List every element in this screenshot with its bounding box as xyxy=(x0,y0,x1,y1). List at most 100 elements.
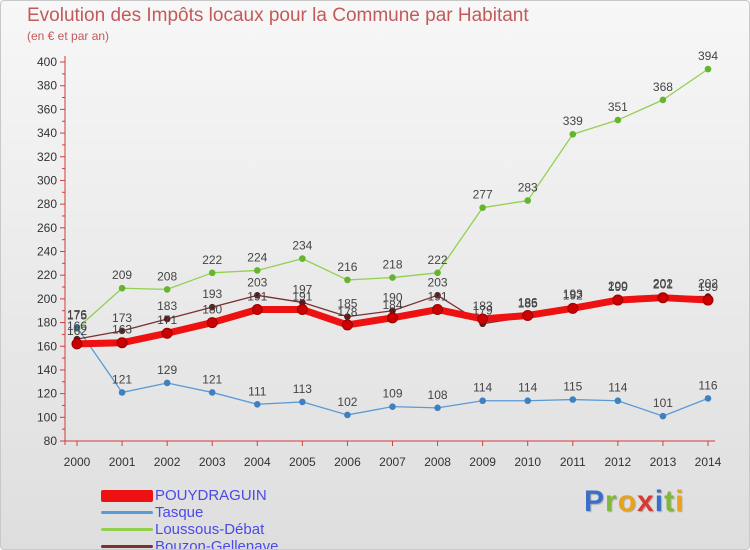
y-tick-label: 120 xyxy=(37,387,57,401)
data-point xyxy=(71,338,83,350)
data-label: 191 xyxy=(428,290,448,304)
data-point xyxy=(344,411,351,419)
data-label: 202 xyxy=(653,277,673,291)
data-point xyxy=(704,395,712,402)
data-label: 102 xyxy=(337,395,357,409)
data-label: 193 xyxy=(563,287,583,301)
data-label: 121 xyxy=(112,372,132,386)
data-point xyxy=(657,292,669,304)
data-label: 121 xyxy=(202,372,222,386)
data-point xyxy=(299,299,306,306)
data-label: 192 xyxy=(563,288,583,302)
y-tick-label: 360 xyxy=(37,102,57,116)
data-point xyxy=(299,398,306,406)
data-point xyxy=(479,397,486,405)
chart-title: Evolution des Impôts locaux pour la Comm… xyxy=(27,5,529,26)
y-tick-label: 240 xyxy=(37,245,57,259)
data-label: 234 xyxy=(292,239,312,253)
y-tick-label: 340 xyxy=(37,126,57,140)
legend-label: Bouzon-Gellenave xyxy=(155,538,279,550)
data-point xyxy=(341,319,353,331)
data-point xyxy=(612,294,624,306)
data-point xyxy=(434,269,441,277)
logo-letter: t xyxy=(664,485,676,518)
data-point xyxy=(524,197,532,204)
data-point xyxy=(659,96,667,104)
data-point xyxy=(524,397,532,405)
y-tick-label: 260 xyxy=(37,221,57,235)
data-point xyxy=(702,294,714,306)
data-label: 199 xyxy=(698,280,718,294)
data-label: 199 xyxy=(608,280,628,294)
data-label: 209 xyxy=(112,268,132,282)
data-label: 190 xyxy=(382,291,402,305)
data-label: 173 xyxy=(112,311,132,325)
series-tasque: 176 121 129 121 111 113 102 109 108 114 114 115 114 1… xyxy=(67,307,718,420)
logo-letter: o xyxy=(617,485,638,518)
data-point xyxy=(163,315,171,323)
x-tick-label: 2004 xyxy=(244,455,271,469)
legend-swatch xyxy=(101,545,153,548)
data-point xyxy=(253,400,261,408)
legend-swatch xyxy=(101,489,153,502)
data-label: 180 xyxy=(202,303,222,317)
data-point xyxy=(251,304,263,316)
data-label: 191 xyxy=(292,290,312,304)
x-tick-label: 2002 xyxy=(154,455,181,469)
data-point xyxy=(206,317,218,329)
data-point xyxy=(253,292,261,299)
data-label: 101 xyxy=(653,396,673,410)
data-point xyxy=(299,255,306,262)
data-point xyxy=(73,324,81,331)
data-point xyxy=(163,379,171,387)
data-point xyxy=(479,204,486,211)
data-label: 200 xyxy=(608,279,628,293)
y-tick-label: 140 xyxy=(37,363,57,377)
data-point xyxy=(253,267,261,274)
data-label: 277 xyxy=(473,188,493,202)
data-point xyxy=(569,396,577,403)
data-label: 224 xyxy=(247,250,267,264)
data-label: 183 xyxy=(473,299,493,313)
legend-swatch xyxy=(101,511,153,514)
x-tick-label: 2013 xyxy=(650,455,677,469)
data-label: 166 xyxy=(67,319,87,333)
legend-label: Tasque xyxy=(155,504,204,521)
logo-letter: P xyxy=(584,485,606,518)
data-point xyxy=(434,292,441,299)
data-point xyxy=(659,412,667,420)
data-label: 351 xyxy=(608,100,628,114)
data-point xyxy=(614,116,622,124)
x-tick-label: 2005 xyxy=(289,455,316,469)
data-label: 108 xyxy=(428,388,448,402)
x-tick-label: 2012 xyxy=(605,455,632,469)
y-tick-label: 180 xyxy=(37,316,57,330)
y-tick-label: 200 xyxy=(37,292,57,306)
data-label: 129 xyxy=(157,363,177,377)
proxiti-logo: Proxiti xyxy=(584,485,684,519)
data-label: 116 xyxy=(698,378,717,392)
data-point xyxy=(296,304,308,316)
data-point xyxy=(163,286,171,293)
data-label: 175 xyxy=(67,308,87,322)
data-label: 197 xyxy=(292,282,312,296)
y-tick-label: 160 xyxy=(37,339,57,353)
data-label: 113 xyxy=(293,382,312,396)
logo-letter: i xyxy=(654,485,665,518)
data-point xyxy=(387,312,398,324)
x-tick-label: 2008 xyxy=(424,455,451,469)
data-point xyxy=(118,389,126,396)
data-label: 201 xyxy=(653,278,673,292)
data-label: 218 xyxy=(382,258,402,272)
data-label: 183 xyxy=(157,299,177,313)
data-label: 163 xyxy=(112,323,132,337)
data-label: 203 xyxy=(247,275,267,289)
y-tick-label: 400 xyxy=(37,55,57,69)
data-label: 185 xyxy=(518,297,538,311)
data-label: 283 xyxy=(518,181,538,195)
data-label: 193 xyxy=(202,287,222,301)
data-point xyxy=(569,130,577,138)
data-label: 208 xyxy=(157,269,177,283)
data-label: 114 xyxy=(518,381,537,395)
